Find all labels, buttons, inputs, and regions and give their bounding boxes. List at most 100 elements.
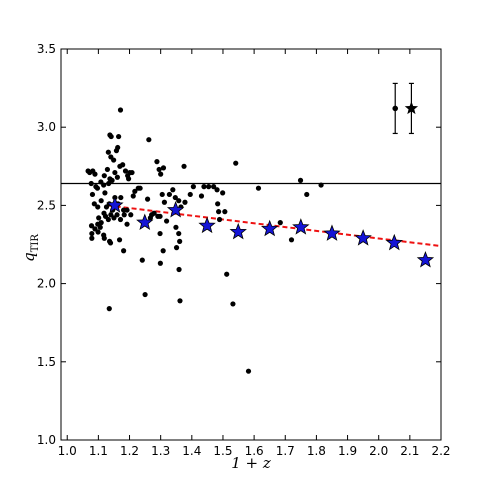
data-point (124, 221, 130, 227)
star-point (106, 196, 124, 213)
data-point (89, 235, 95, 241)
x-tick-label: 1.8 (307, 444, 326, 458)
data-point (98, 198, 104, 204)
data-point (108, 133, 114, 140)
data-point (190, 184, 196, 190)
data-point (170, 187, 176, 193)
data-point (154, 159, 160, 165)
data-point (176, 198, 182, 204)
star-point (292, 218, 310, 235)
data-point (157, 213, 163, 219)
data-point (104, 166, 111, 173)
data-point (106, 306, 112, 312)
x-tick-label: 1.1 (89, 444, 108, 458)
star-point (198, 216, 216, 234)
data-point (156, 166, 162, 173)
data-point (89, 230, 95, 237)
data-point (245, 368, 252, 374)
x-tick-label: 1.7 (276, 444, 295, 458)
data-point (91, 201, 97, 207)
data-point (121, 248, 127, 254)
data-point (106, 180, 112, 187)
data-point (187, 191, 193, 198)
data-point (108, 154, 114, 160)
data-point (117, 216, 124, 223)
y-tick-label: 2.0 (37, 277, 56, 291)
y-tick-label: 1.5 (37, 355, 56, 369)
data-point (214, 187, 220, 193)
x-tick-label: 2.2 (431, 444, 450, 458)
data-point (92, 171, 98, 177)
data-point (96, 215, 102, 221)
data-point (151, 210, 157, 216)
data-point (109, 177, 115, 183)
data-point (144, 196, 151, 202)
plot-frame (60, 48, 442, 441)
star-point (416, 251, 435, 268)
data-point (288, 237, 295, 243)
data-point (105, 149, 111, 155)
x-tick-label: 1.4 (182, 444, 201, 458)
data-point (97, 224, 103, 230)
data-point (216, 209, 222, 215)
data-point (95, 204, 101, 210)
data-point (137, 185, 143, 191)
data-point (114, 212, 120, 218)
data-point (304, 191, 310, 198)
data-point (255, 185, 262, 191)
data-point (173, 245, 180, 251)
data-point (129, 169, 135, 176)
y-tick-label: 1.0 (37, 433, 56, 447)
data-point (118, 194, 124, 201)
data-point (116, 237, 123, 243)
star-point (354, 229, 372, 246)
data-point (94, 185, 101, 191)
data-point (222, 209, 228, 215)
error-bar-dot-marker (392, 105, 399, 112)
x-tick-label: 2.1 (400, 444, 419, 458)
data-point (176, 230, 182, 237)
data-point (101, 173, 107, 179)
data-point (139, 257, 145, 263)
y-axis-ticks: 1.0 1.5 2.0 2.5 3.0 3.5 (37, 42, 441, 447)
data-point (101, 235, 107, 241)
data-point (198, 193, 205, 199)
data-point (230, 301, 236, 307)
data-point (101, 182, 107, 188)
data-point (122, 168, 129, 174)
y-tick-label: 2.5 (37, 198, 56, 212)
data-point (216, 216, 223, 223)
data-point (132, 188, 138, 194)
data-point (297, 177, 304, 183)
star-point (229, 222, 247, 240)
data-point (176, 266, 182, 273)
data-point (181, 163, 187, 169)
y-tick-label: 3.5 (37, 42, 56, 56)
data-point (125, 176, 132, 182)
data-point (88, 223, 95, 229)
data-point (112, 169, 118, 176)
data-points-layer (85, 107, 324, 374)
data-point (142, 291, 148, 298)
data-point (89, 191, 96, 198)
data-point (172, 194, 178, 201)
data-point (157, 230, 163, 237)
data-point (233, 160, 239, 166)
binned-median-stars-layer (106, 196, 435, 268)
x-tick-label: 1.5 (213, 444, 232, 458)
data-point (95, 229, 101, 235)
data-point (173, 224, 179, 230)
data-point (206, 184, 212, 190)
data-point (163, 218, 170, 224)
x-tick-label: 1.0 (58, 444, 77, 458)
data-point (211, 184, 217, 190)
data-point (220, 190, 226, 196)
data-point (114, 174, 120, 180)
star-point (136, 213, 154, 230)
data-point (121, 212, 127, 218)
data-point (116, 133, 122, 140)
data-point (160, 165, 167, 171)
data-point (160, 248, 166, 254)
data-point (158, 171, 164, 177)
